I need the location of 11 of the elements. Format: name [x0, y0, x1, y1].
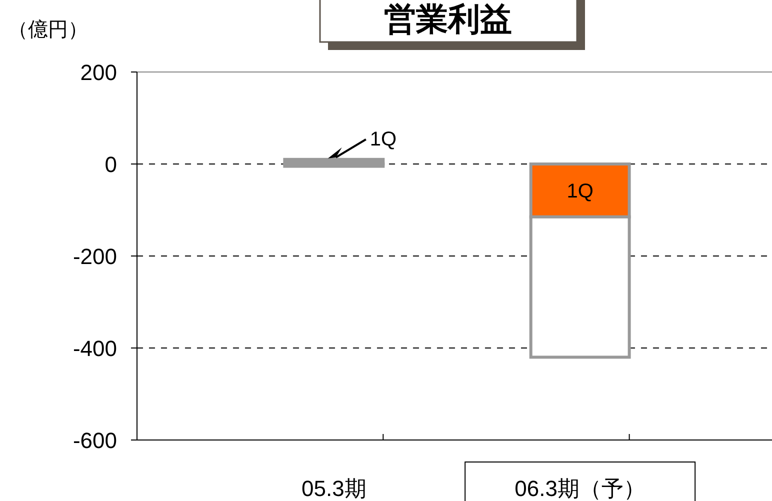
y-tick-label: 0 [104, 152, 117, 177]
x-tick-label: 05.3期 [302, 476, 366, 501]
y-tick-label: -400 [72, 336, 117, 361]
text: 1Q [566, 180, 594, 202]
y-axis-title: （億円） [8, 19, 88, 41]
y-tick-label: -600 [72, 428, 117, 453]
x-tick-label: 06.3期（予） [514, 476, 646, 501]
y-tick-label: -200 [72, 244, 117, 269]
y-tick-label: 200 [80, 60, 117, 85]
chart-title: 営業利益 [384, 1, 512, 37]
series-label: 1Q [370, 128, 397, 150]
